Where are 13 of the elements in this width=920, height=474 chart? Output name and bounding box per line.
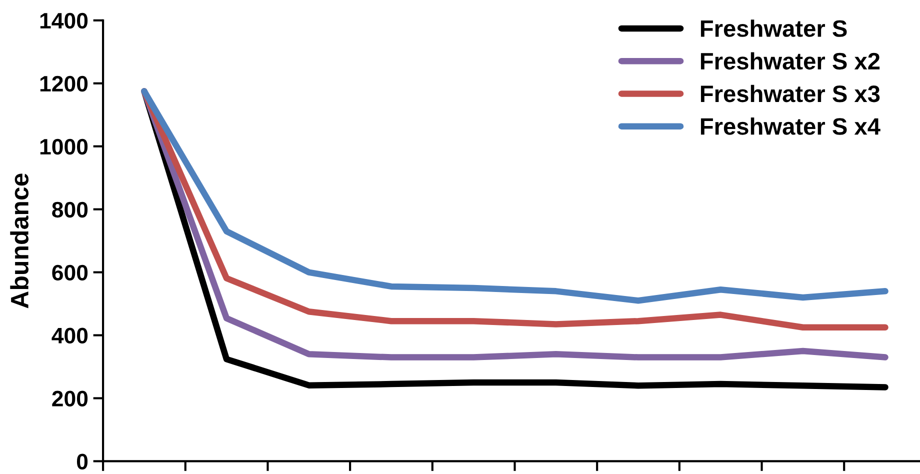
y-tick-label: 1000 (40, 138, 88, 155)
legend-label: Freshwater S x3 (700, 84, 880, 102)
y-tick-label: 400 (52, 328, 88, 344)
y-tick-label: 1400 (40, 12, 88, 29)
y-tick-label: 1200 (40, 76, 88, 92)
y-tick-label: 200 (52, 390, 88, 406)
y-tick-label: 800 (52, 202, 88, 218)
legend-label: Freshwater S x4 (700, 117, 880, 135)
y-tick-label: 600 (52, 264, 88, 281)
legend-label: Freshwater S x2 (700, 52, 880, 70)
y-axis-title: Abundance (10, 174, 29, 308)
legend-label: Freshwater S (700, 20, 847, 37)
y-tick-label: 0 (76, 454, 88, 470)
